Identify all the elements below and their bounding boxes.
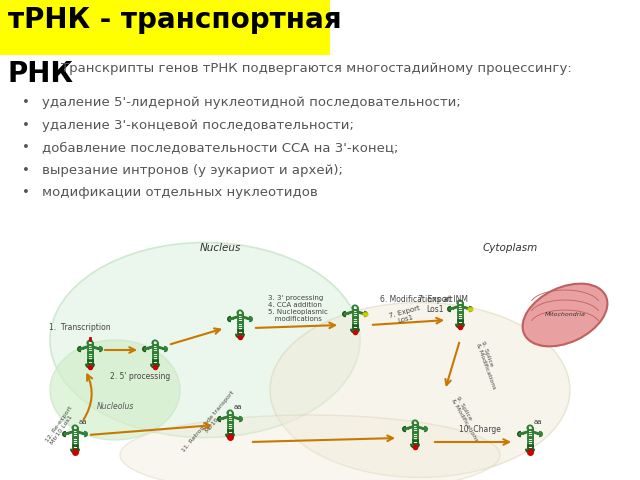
Text: aa: aa xyxy=(534,420,543,425)
Text: 7. Export
Los1: 7. Export Los1 xyxy=(418,295,452,314)
Ellipse shape xyxy=(270,302,570,478)
Text: 10. Charge: 10. Charge xyxy=(459,425,501,434)
Text: •: • xyxy=(22,141,30,154)
Text: удаление 3'-концевой последовательности;: удаление 3'-концевой последовательности; xyxy=(42,119,353,132)
Text: РНК: РНК xyxy=(8,60,74,88)
Ellipse shape xyxy=(50,242,360,437)
Text: модификации отдельных нуклеотидов: модификации отдельных нуклеотидов xyxy=(42,186,317,199)
Text: 1.  Transcription: 1. Transcription xyxy=(49,323,111,332)
Text: 7. Export
Los1: 7. Export Los1 xyxy=(388,305,422,326)
Ellipse shape xyxy=(50,340,180,440)
Text: 9. Splice
& Modifications: 9. Splice & Modifications xyxy=(450,395,484,443)
Text: удаление 5'-лидерной нуклеотидной последовательности;: удаление 5'-лидерной нуклеотидной послед… xyxy=(42,96,460,109)
Text: Nucleus: Nucleus xyxy=(199,243,241,253)
Text: Транскрипты генов тРНК подвергаются многостадийному процессингу:: Транскрипты генов тРНК подвергаются мног… xyxy=(61,62,572,75)
Text: Mitochondria: Mitochondria xyxy=(545,312,586,317)
Text: Cytoplasm: Cytoplasm xyxy=(483,243,538,253)
Text: Nucleolus: Nucleolus xyxy=(96,402,134,411)
Text: 2. 5' processing: 2. 5' processing xyxy=(110,372,170,381)
Text: •: • xyxy=(22,186,30,199)
Text: aa: aa xyxy=(234,404,243,410)
Text: добавление последовательности ССА на 3'-конец;: добавление последовательности ССА на 3'-… xyxy=(42,141,398,154)
Text: 9. Splice
& Modifications: 9. Splice & Modifications xyxy=(475,340,502,390)
Text: 3. 3' processing
4. CCA addition
5. Nucleoplasmic
   modifications: 3. 3' processing 4. CCA addition 5. Nucl… xyxy=(268,295,328,322)
Text: aa: aa xyxy=(79,420,88,425)
Text: 6. Modifications at INM: 6. Modifications at INM xyxy=(380,295,468,304)
Text: 12. Re-export
Mtr10 Los1: 12. Re-export Mtr10 Los1 xyxy=(45,405,78,446)
Ellipse shape xyxy=(523,284,607,347)
Text: •: • xyxy=(22,164,30,177)
Ellipse shape xyxy=(120,415,500,480)
Text: 11. Retrograde transport
Mtr10: 11. Retrograde transport Mtr10 xyxy=(180,390,239,457)
Text: вырезание интронов (у эукариот и архей);: вырезание интронов (у эукариот и архей); xyxy=(42,164,342,177)
Text: тРНК - транспортная: тРНК - транспортная xyxy=(8,6,341,34)
Text: •: • xyxy=(22,96,30,109)
Text: •: • xyxy=(22,119,30,132)
